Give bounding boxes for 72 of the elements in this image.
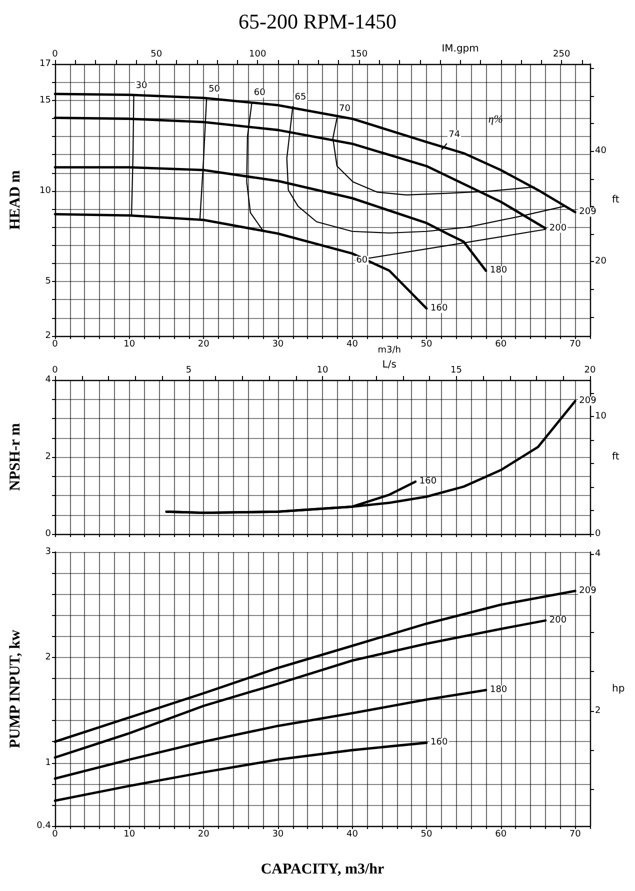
x-tick-label: 20 xyxy=(198,830,210,840)
series-label: 60 xyxy=(254,88,266,98)
series-label: 160 xyxy=(430,738,448,748)
y2-axis-title: ft xyxy=(612,194,620,206)
x-tick-label: 50 xyxy=(420,830,433,840)
x-tick-label: 70 xyxy=(569,830,582,840)
y-tick-label: 10 xyxy=(40,186,52,196)
y-tick-label: 15 xyxy=(40,95,51,106)
x-tick-label: 60 xyxy=(495,340,507,350)
y-tick-label: 1 xyxy=(45,758,51,768)
y2-tick-label: 20 xyxy=(595,256,607,267)
x-tick-label: 70 xyxy=(569,340,582,350)
series-label: 30 xyxy=(136,80,148,91)
y2-tick-label: 0 xyxy=(595,529,601,539)
x2-tick-label: 15 xyxy=(450,366,462,376)
x-tick-label: 0 xyxy=(52,830,58,840)
series-label: 209 xyxy=(579,586,597,596)
y-tick-label: 4 xyxy=(45,375,52,385)
series-label: 200 xyxy=(549,223,567,234)
series-label: 74 xyxy=(448,130,460,140)
x2-tick-label: 0 xyxy=(52,50,58,60)
y2-axis-title: ft xyxy=(612,452,620,462)
y-axis-title: PUMP INPUT, kw xyxy=(8,630,24,748)
series-label: 180 xyxy=(490,266,508,276)
series-label: 209 xyxy=(579,396,597,406)
series-label: 50 xyxy=(208,84,220,94)
y2-tick-label: 40 xyxy=(595,146,607,156)
x-tick-label: 10 xyxy=(124,830,136,840)
x2-tick-label: 250 xyxy=(553,50,570,60)
x2-tick-label: 5 xyxy=(186,366,192,376)
x-axis-title: CAPACITY, m3/hr xyxy=(260,862,385,878)
x-axis-title: m3/h xyxy=(378,346,401,356)
y-tick-label: 17 xyxy=(40,59,51,69)
series-label: 160 xyxy=(430,303,448,314)
y-tick-label: 3 xyxy=(45,547,51,557)
x2-axis-title: L/s xyxy=(382,360,396,370)
chart-title: 65-200 RPM-1450 xyxy=(238,10,397,34)
y-tick-label: 2 xyxy=(45,331,51,341)
y-axis-title: HEAD m xyxy=(8,170,24,230)
x2-tick-label: 100 xyxy=(249,50,267,60)
series-label: 60 xyxy=(356,255,368,266)
x2-tick-label: 20 xyxy=(584,366,596,376)
x2-tick-label: 50 xyxy=(150,50,162,60)
y2-tick-label: 10 xyxy=(595,412,607,422)
x2-tick-label: 0 xyxy=(52,366,58,376)
x2-tick-label: 150 xyxy=(350,50,368,60)
y-axis-title: NPSH-r m xyxy=(8,422,24,491)
x-tick-label: 10 xyxy=(124,340,136,350)
x-tick-label: 50 xyxy=(420,340,433,350)
x-tick-label: 30 xyxy=(272,830,284,840)
y2-tick-label: 4 xyxy=(595,548,601,559)
y2-tick-label: 2 xyxy=(595,706,601,716)
x-tick-label: 20 xyxy=(198,340,210,350)
y-tick-label: 2 xyxy=(45,652,51,662)
x2-tick-label: 10 xyxy=(316,366,328,376)
y-tick-label: 0.4 xyxy=(36,821,52,831)
x-tick-label: 40 xyxy=(346,830,358,840)
x2-axis-title: IM.gpm xyxy=(442,44,479,54)
y-tick-label: 0 xyxy=(45,529,52,539)
y2-axis-title: hp xyxy=(612,684,625,694)
series-label: 70 xyxy=(338,104,351,114)
x-tick-label: 0 xyxy=(52,340,58,350)
x-tick-label: 30 xyxy=(272,340,284,350)
y-tick-label: 2 xyxy=(45,452,51,462)
series-label: 209 xyxy=(579,207,597,218)
series-label: 200 xyxy=(549,616,567,626)
series-label: 180 xyxy=(490,685,508,696)
series-label: 160 xyxy=(419,476,437,487)
series-label: 65 xyxy=(294,92,306,103)
x-tick-label: 60 xyxy=(495,830,507,840)
x-tick-label: 40 xyxy=(346,340,358,350)
y-tick-label: 5 xyxy=(45,276,51,287)
